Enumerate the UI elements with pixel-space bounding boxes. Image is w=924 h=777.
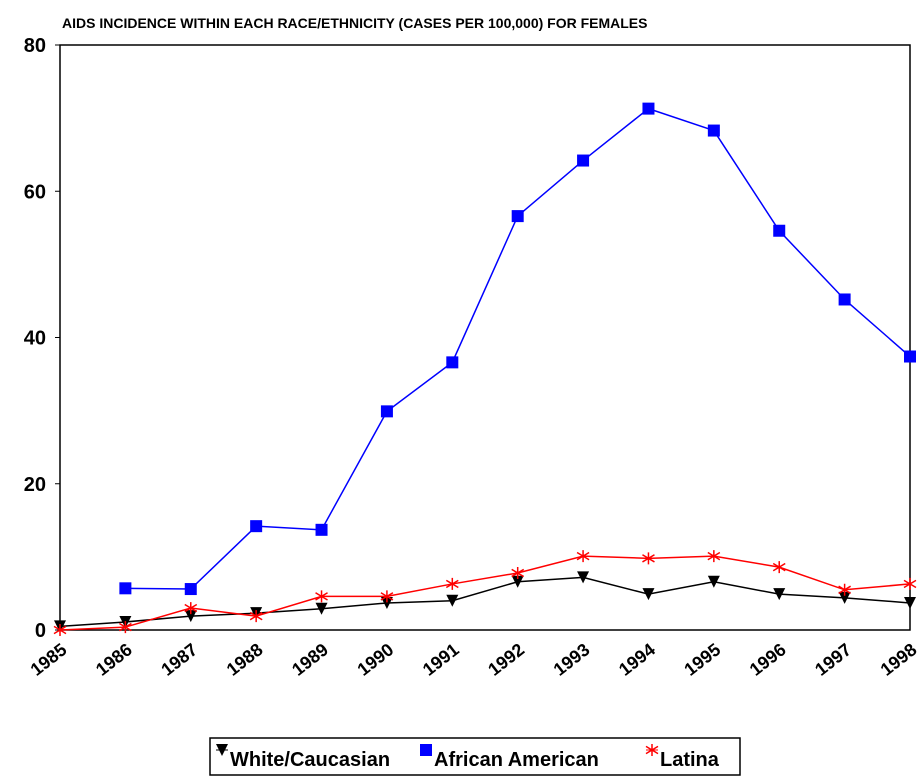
marker <box>184 610 197 623</box>
marker <box>838 293 851 306</box>
marker <box>773 588 786 601</box>
y-tick-label: 0 <box>35 620 46 642</box>
x-tick-label: 1992 <box>484 639 528 679</box>
marker <box>53 624 67 636</box>
marker <box>380 590 394 603</box>
x-tick-label: 1996 <box>746 639 790 679</box>
series-line <box>59 576 911 628</box>
x-tick-label: 1990 <box>354 639 398 679</box>
marker <box>446 356 459 369</box>
legend-entry: African American <box>420 744 599 771</box>
marker <box>119 582 132 595</box>
marker <box>511 210 524 223</box>
marker <box>250 520 263 533</box>
y-tick-label: 60 <box>24 181 46 203</box>
x-tick-label: 1993 <box>550 639 594 679</box>
x-tick-label: 1989 <box>288 639 332 679</box>
y-tick-label: 80 <box>24 35 46 57</box>
x-tick-label: 1997 <box>811 639 855 679</box>
marker <box>707 550 721 563</box>
legend-entry: Latina <box>645 744 720 771</box>
plot-frame <box>59 44 911 631</box>
series-line <box>59 555 911 631</box>
marker <box>904 596 916 609</box>
x-tick-label: 1994 <box>615 639 659 679</box>
marker <box>838 591 851 604</box>
marker <box>446 594 459 607</box>
marker <box>707 575 720 588</box>
marker <box>707 124 720 137</box>
x-tick-label: 1991 <box>419 639 463 679</box>
marker <box>576 550 590 563</box>
marker <box>838 583 852 596</box>
marker <box>772 561 786 574</box>
marker <box>577 154 590 167</box>
marker <box>249 610 263 623</box>
marker <box>315 590 328 603</box>
marker <box>642 588 655 601</box>
marker <box>184 583 197 596</box>
marker <box>773 224 786 237</box>
marker <box>445 577 459 590</box>
x-tick-label: 1985 <box>27 639 71 679</box>
chart-title: AIDS INCIDENCE WITHIN EACH RACE/ETHNICIT… <box>62 15 647 31</box>
x-tick-label: 1986 <box>92 639 136 679</box>
y-tick-label: 40 <box>24 328 46 350</box>
marker <box>904 350 916 363</box>
marker <box>380 405 393 418</box>
legend-label: Latina <box>660 749 720 771</box>
marker <box>380 596 393 609</box>
marker <box>577 571 590 584</box>
marker <box>184 602 198 615</box>
marker <box>511 575 524 588</box>
marker <box>118 621 132 634</box>
marker <box>642 552 655 565</box>
x-tick-label: 1987 <box>157 639 201 679</box>
legend-label: African American <box>434 749 599 771</box>
x-tick-label: 1995 <box>680 639 724 679</box>
marker <box>315 602 328 615</box>
legend-entry: White/Caucasian <box>216 744 390 771</box>
marker <box>315 523 328 536</box>
y-tick-label: 20 <box>24 474 46 496</box>
marker <box>511 566 525 579</box>
legend-label: White/Caucasian <box>230 749 390 771</box>
x-tick-label: 1988 <box>223 639 267 679</box>
marker <box>642 102 655 115</box>
series-line <box>125 107 911 590</box>
marker <box>903 577 917 590</box>
x-tick-label: 1998 <box>877 639 921 679</box>
